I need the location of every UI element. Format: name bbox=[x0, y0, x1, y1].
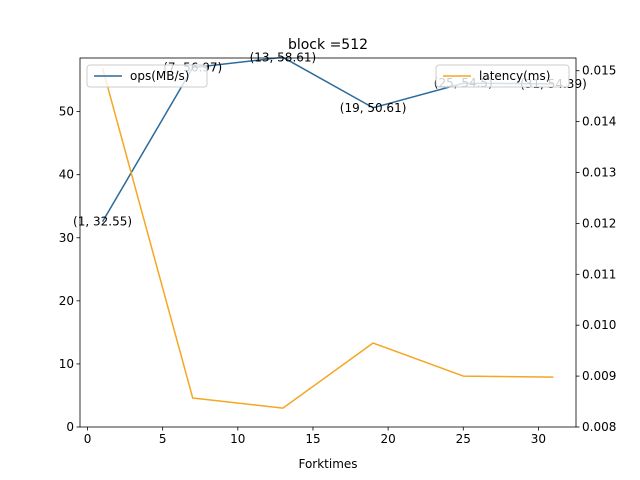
legend-right-label: latency(ms) bbox=[479, 69, 550, 83]
data-label-2: (13, 58.61) bbox=[250, 50, 317, 64]
y-right-tick-label-2: 0.010 bbox=[582, 318, 616, 332]
plot-frame bbox=[79, 57, 577, 428]
y-left-tick-label-3: 30 bbox=[59, 231, 74, 245]
x-tick-label-5: 25 bbox=[456, 432, 471, 446]
x-tick-label-1: 5 bbox=[159, 432, 167, 446]
x-tick-label-0: 0 bbox=[84, 432, 92, 446]
axes-layer: 0 5 10 15 20 25 30 0 10 20 30 40 50 0.008 0.009 0.010 0.… bbox=[59, 57, 616, 446]
y-left-tick-label-2: 20 bbox=[59, 294, 74, 308]
x-tick-label-2: 10 bbox=[230, 432, 245, 446]
legend-right-box bbox=[435, 64, 570, 88]
legend-left-box bbox=[86, 64, 208, 88]
y-left-tick-label-4: 40 bbox=[59, 168, 74, 182]
y-left-tick-label-5: 50 bbox=[59, 105, 74, 119]
y-left-tick-label-1: 10 bbox=[59, 357, 74, 371]
y-right-tick-label-5: 0.013 bbox=[582, 166, 616, 180]
y-right-tick-label-1: 0.009 bbox=[582, 369, 616, 383]
series-line-latency bbox=[101, 67, 554, 409]
chart-title: block =512 bbox=[288, 37, 368, 53]
legend-left: ops(MB/s) bbox=[86, 64, 208, 88]
y-right-tick-label-4: 0.012 bbox=[582, 216, 616, 230]
y-right-tick-label-7: 0.015 bbox=[582, 64, 616, 78]
data-label-0: (1, 32.55) bbox=[73, 215, 132, 229]
legend-right: latency(ms) bbox=[435, 64, 570, 88]
y-right-tick-label-6: 0.014 bbox=[582, 115, 616, 129]
y-right-tick-label-0: 0.008 bbox=[582, 420, 616, 434]
data-label-3: (19, 50.61) bbox=[340, 101, 407, 115]
legend-left-label: ops(MB/s) bbox=[130, 69, 189, 83]
x-tick-label-4: 20 bbox=[380, 432, 395, 446]
y-right-tick-label-3: 0.011 bbox=[582, 267, 616, 281]
x-axis-label: Forktimes bbox=[298, 457, 357, 471]
x-tick-label-3: 15 bbox=[305, 432, 320, 446]
y-left-tick-label-0: 0 bbox=[66, 420, 74, 434]
x-tick-label-6: 30 bbox=[531, 432, 546, 446]
